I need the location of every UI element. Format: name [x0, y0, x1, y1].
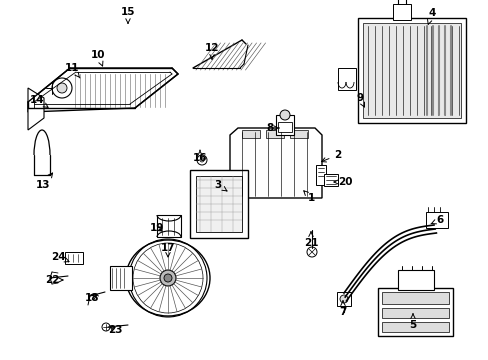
- Bar: [196, 176, 242, 232]
- Bar: [336, 292, 350, 306]
- Bar: [381, 292, 448, 304]
- Text: 5: 5: [408, 314, 416, 330]
- Text: 8: 8: [266, 123, 279, 133]
- Text: 4: 4: [427, 8, 435, 24]
- Text: 10: 10: [91, 50, 105, 66]
- Bar: [381, 308, 448, 318]
- Bar: [362, 23, 460, 118]
- Bar: [275, 115, 293, 135]
- Bar: [425, 212, 447, 228]
- Bar: [357, 18, 465, 123]
- Circle shape: [306, 247, 316, 257]
- Polygon shape: [28, 88, 44, 130]
- Text: 20: 20: [333, 177, 351, 187]
- Bar: [278, 122, 291, 132]
- Circle shape: [339, 295, 347, 303]
- Text: 13: 13: [36, 173, 53, 190]
- Bar: [190, 170, 247, 238]
- Text: 1: 1: [303, 191, 314, 203]
- Circle shape: [280, 110, 289, 120]
- Circle shape: [163, 274, 172, 282]
- Text: 11: 11: [64, 63, 80, 78]
- Bar: [392, 4, 410, 20]
- Text: 9: 9: [356, 93, 364, 107]
- Bar: [397, 270, 433, 290]
- Text: 21: 21: [303, 232, 318, 248]
- Circle shape: [52, 78, 72, 98]
- Polygon shape: [229, 128, 321, 198]
- Bar: [324, 174, 337, 186]
- Bar: [381, 322, 448, 332]
- Text: 17: 17: [161, 243, 175, 257]
- Text: 6: 6: [430, 215, 443, 225]
- Bar: [110, 266, 132, 290]
- Text: 16: 16: [192, 150, 207, 163]
- Bar: [377, 288, 452, 336]
- Text: 12: 12: [204, 43, 219, 59]
- Text: 15: 15: [121, 7, 135, 23]
- Text: 14: 14: [30, 95, 48, 107]
- Circle shape: [102, 323, 110, 331]
- Ellipse shape: [126, 240, 209, 316]
- Bar: [242, 130, 260, 138]
- Bar: [157, 215, 181, 237]
- Text: 19: 19: [149, 223, 164, 233]
- Bar: [265, 130, 284, 138]
- Bar: [337, 68, 355, 90]
- Text: 18: 18: [84, 293, 99, 303]
- Text: 22: 22: [45, 275, 63, 285]
- Bar: [65, 252, 83, 264]
- Text: 24: 24: [51, 252, 69, 262]
- Bar: [315, 165, 325, 185]
- Text: 2: 2: [321, 150, 341, 162]
- Text: 7: 7: [339, 301, 346, 317]
- Circle shape: [160, 270, 176, 286]
- Bar: [289, 130, 307, 138]
- Text: 3: 3: [214, 180, 226, 191]
- Text: 23: 23: [107, 325, 122, 335]
- Circle shape: [197, 155, 206, 165]
- Circle shape: [57, 83, 67, 93]
- Circle shape: [200, 158, 203, 162]
- Polygon shape: [28, 68, 178, 112]
